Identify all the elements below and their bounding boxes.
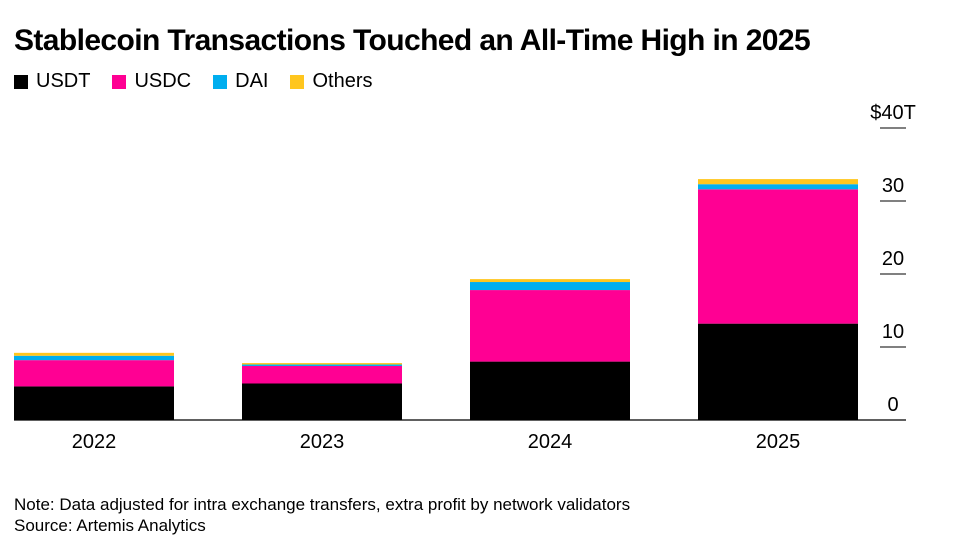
- legend-item-usdt: USDT: [14, 70, 90, 93]
- bar-2023-usdc: [242, 365, 402, 384]
- x-tick-label-2025: 2025: [756, 431, 801, 453]
- bar-2022-usdt: [14, 386, 174, 420]
- bar-2022-usdc: [14, 360, 174, 387]
- x-tick-label-2023: 2023: [300, 431, 345, 453]
- legend-swatch-dai: [213, 74, 228, 89]
- legend-item-dai: DAI: [213, 70, 268, 93]
- bar-2024-others: [470, 279, 630, 283]
- bar-2022-others: [14, 352, 174, 356]
- bar-2024-dai: [470, 282, 630, 291]
- bar-2025-usdt: [698, 323, 858, 420]
- y-tick-label-40: $40T: [870, 102, 916, 124]
- legend-item-others: Others: [290, 70, 373, 93]
- bar-2025-usdc: [698, 189, 858, 324]
- legend-label-usdt: USDT: [36, 70, 91, 92]
- bar-2024-usdc: [470, 290, 630, 362]
- source-text: Source: Artemis Analytics: [14, 516, 206, 535]
- legend-swatch-usdc: [112, 74, 127, 89]
- bar-2024-usdt: [470, 361, 630, 420]
- bar-2023-others: [242, 363, 402, 365]
- legend-swatch-usdt: [14, 74, 28, 89]
- y-tick-label-10: 10: [882, 321, 904, 343]
- note-text: Note: Data adjusted for intra exchange t…: [14, 495, 631, 514]
- legend-label-others: Others: [312, 70, 373, 92]
- bar-2023-dai: [242, 364, 402, 366]
- bar-2022-dai: [14, 355, 174, 361]
- x-tick-label-2022: 2022: [72, 431, 117, 453]
- y-tick-label-30: 30: [882, 175, 904, 197]
- legend-label-dai: DAI: [235, 70, 269, 92]
- legend-swatch-others: [290, 74, 305, 89]
- legend-label-usdc: USDC: [134, 70, 192, 92]
- y-tick-label-20: 20: [882, 248, 904, 270]
- legend: USDT USDC DAI Others: [14, 70, 373, 93]
- y-tick-label-0: 0: [887, 394, 898, 416]
- bar-2023-usdt: [242, 383, 402, 420]
- footnote: Note: Data adjusted for intra exchange t…: [14, 494, 630, 536]
- bar-2025-dai: [698, 184, 858, 190]
- bar-2025-others: [698, 179, 858, 185]
- chart-title: Stablecoin Transactions Touched an All-T…: [14, 24, 811, 57]
- x-tick-label-2024: 2024: [528, 431, 573, 453]
- legend-item-usdc: USDC: [112, 70, 191, 93]
